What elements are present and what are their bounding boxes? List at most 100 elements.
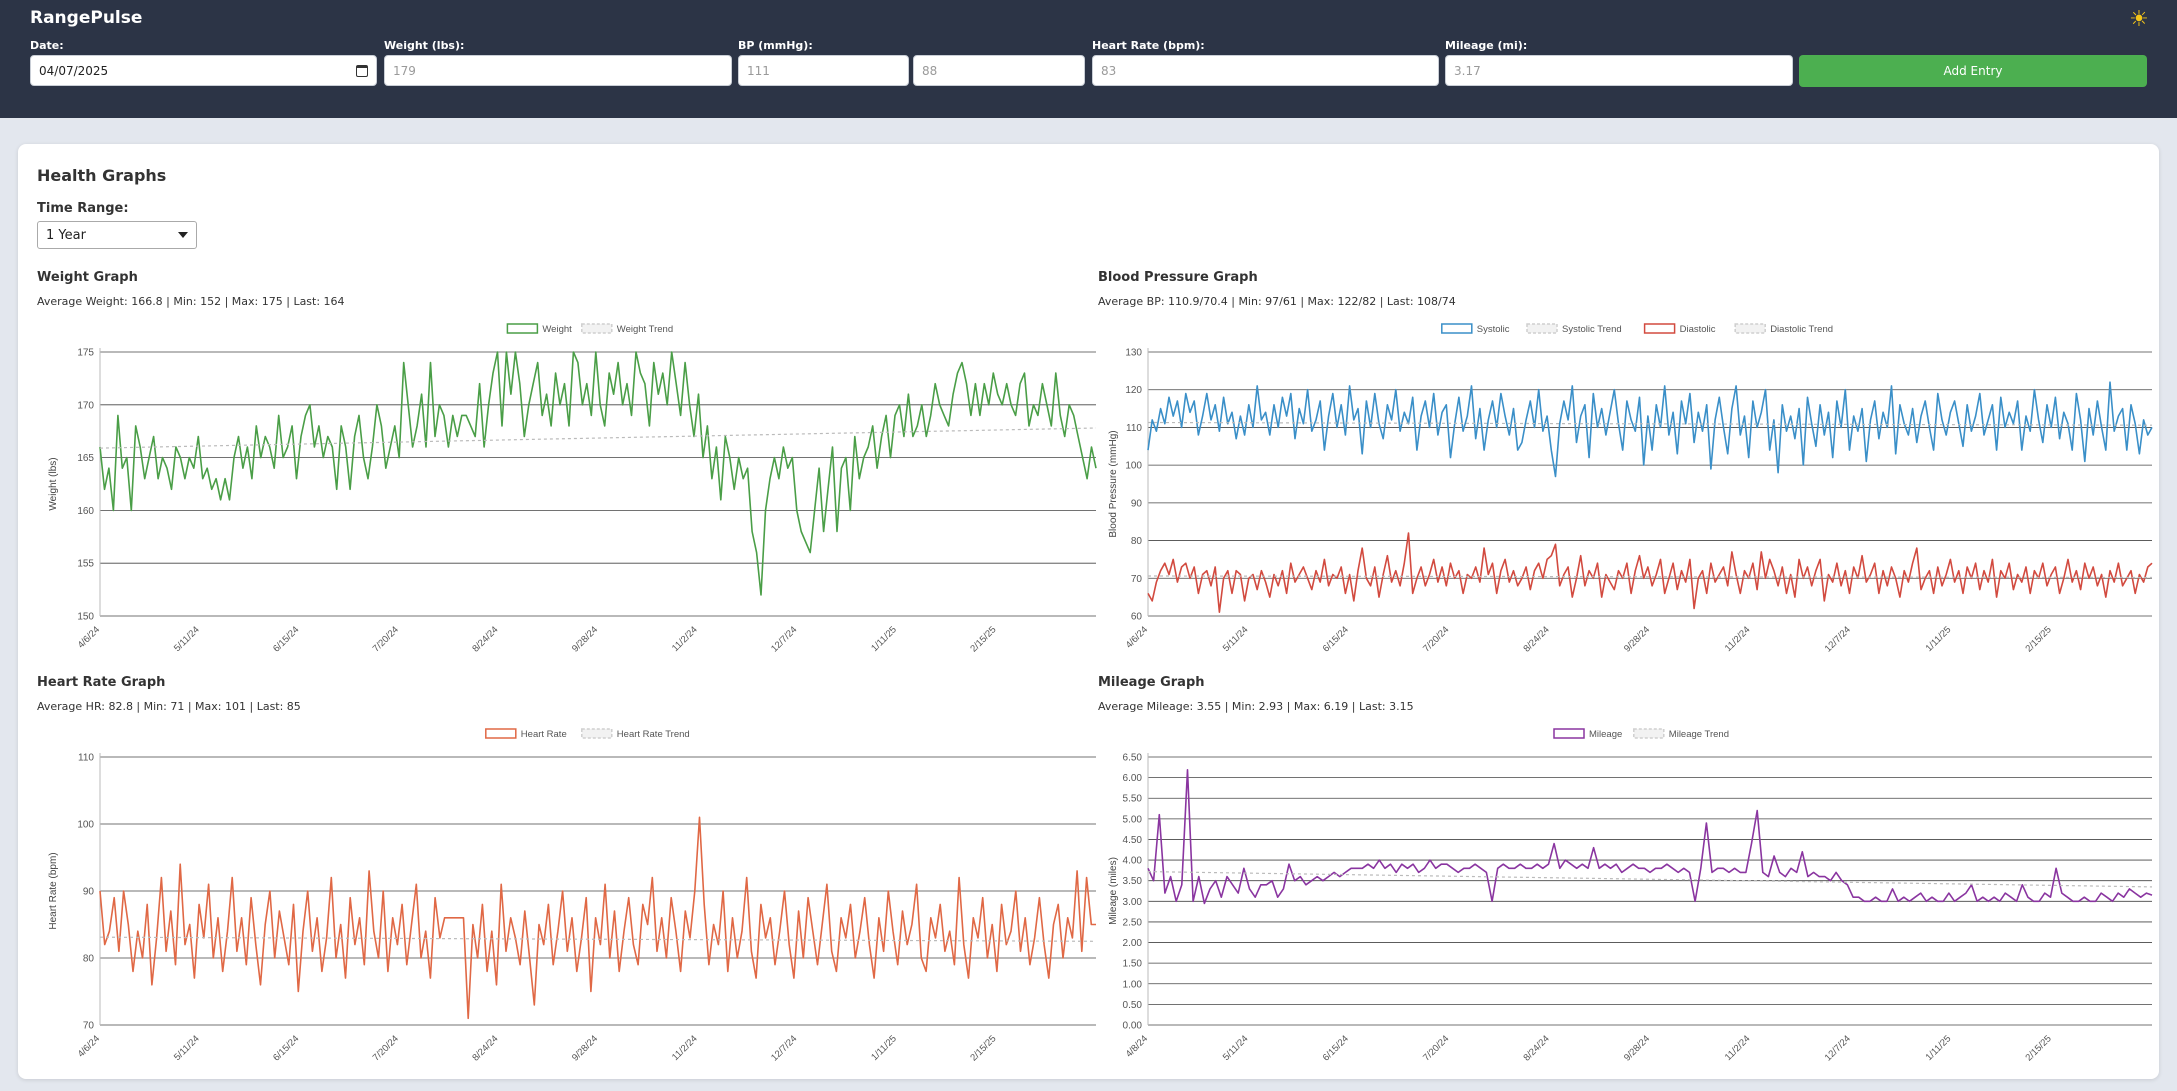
- mileage-chart: 0.00 0.50 1.00 1.50 2.00 2.50 3.00 3.50 4.00 4.50…: [1108, 728, 2153, 1073]
- weight-trend-line: [99, 427, 1097, 449]
- legend-label: Heart Rate: [521, 729, 567, 740]
- y-tick-label: 70: [1131, 574, 1143, 585]
- time-range-select[interactable]: 1 Year: [37, 221, 197, 249]
- y-tick-label: 6.50: [1123, 753, 1143, 764]
- y-tick-label: 150: [77, 612, 94, 623]
- y-tick-label: 80: [1131, 536, 1143, 547]
- y-tick-label: 100: [77, 820, 94, 831]
- y-tick-label: 5.00: [1123, 814, 1143, 825]
- x-tick-label: 12/7/24: [1823, 1033, 1853, 1063]
- x-tick-label: 4/6/24: [1124, 624, 1150, 650]
- heart-rate-trend-line: [99, 936, 1097, 942]
- y-tick-label: 110: [1126, 423, 1142, 434]
- x-tick-label: 1/11/25: [1924, 1033, 1954, 1063]
- x-tick-label: 6/15/24: [271, 1033, 301, 1063]
- y-axis-title: Heart Rate (bpm): [48, 852, 59, 929]
- x-tick-label: 11/2/24: [1723, 1033, 1753, 1063]
- x-tick-label: 2/15/25: [2024, 624, 2054, 654]
- x-axis-title: Date: [1639, 663, 1661, 664]
- legend-swatch: [1633, 728, 1665, 739]
- weight-chart: 150 155 160 165 170 175 4/6/24 5/11/24 6/15/24 7/…: [48, 323, 1097, 664]
- mileage-graph-stats: Average Mileage: 3.55 | Min: 2.93 | Max:…: [1098, 700, 1414, 713]
- top-bar: RangePulse ☀ Date: 04/07/2025 Weight (lb…: [0, 0, 2177, 118]
- x-tick-label: 8/24/24: [470, 624, 500, 654]
- bp-graph-stats: Average BP: 110.9/70.4 | Min: 97/61 | Ma…: [1098, 295, 1456, 308]
- x-tick-label: 9/28/24: [570, 1033, 600, 1063]
- x-tick-label: 7/20/24: [1421, 624, 1451, 654]
- legend-label: Weight Trend: [617, 324, 673, 335]
- x-axis-title: Date: [587, 663, 609, 664]
- weight-input[interactable]: [384, 55, 732, 86]
- x-tick-label: 7/20/24: [371, 624, 401, 654]
- health-graphs-panel: Health Graphs Time Range: 1 Year Weight …: [18, 144, 2159, 1079]
- y-tick-label: 3.00: [1123, 897, 1143, 908]
- y-axis-title: Weight (lbs): [48, 457, 59, 510]
- y-tick-label: 175: [77, 348, 94, 359]
- y-tick-label: 90: [1131, 498, 1143, 509]
- date-input[interactable]: 04/07/2025: [30, 55, 377, 86]
- x-tick-label: 7/20/24: [371, 1033, 401, 1063]
- legend-swatch: [1643, 323, 1676, 334]
- x-tick-label: 5/11/24: [172, 1033, 202, 1063]
- y-tick-label: 2.00: [1123, 938, 1143, 949]
- y-tick-label: 165: [77, 453, 94, 464]
- x-tick-label: 2/15/25: [968, 1033, 998, 1063]
- heart-rate-label: Heart Rate (bpm):: [1092, 39, 1205, 52]
- weight-graph-stats: Average Weight: 166.8 | Min: 152 | Max: …: [37, 295, 345, 308]
- x-tick-label: 8/24/24: [1522, 624, 1552, 654]
- y-tick-label: 5.50: [1123, 794, 1143, 805]
- sun-icon[interactable]: ☀: [2129, 7, 2149, 32]
- x-tick-label: 7/20/24: [1421, 1033, 1451, 1063]
- y-tick-label: 1.50: [1123, 959, 1143, 970]
- heart-rate-graph-stats: Average HR: 82.8 | Min: 71 | Max: 101 | …: [37, 700, 301, 713]
- systolic-trend-line: [1147, 421, 2153, 426]
- x-tick-label: 6/15/24: [1321, 1033, 1351, 1063]
- diastolic-trend-line: [1147, 575, 2153, 579]
- bp-graph-title: Blood Pressure Graph: [1098, 270, 1258, 285]
- y-tick-label: 0.50: [1123, 1000, 1143, 1011]
- y-tick-label: 130: [1125, 348, 1142, 359]
- legend-label: Diastolic: [1680, 324, 1716, 335]
- mileage-trend-line: [1147, 871, 2153, 888]
- time-range-value: 1 Year: [46, 227, 86, 243]
- legend-swatch: [581, 728, 613, 739]
- y-tick-label: 3.50: [1123, 876, 1143, 887]
- legend-swatch: [1734, 323, 1766, 334]
- y-tick-label: 60: [1131, 612, 1143, 623]
- panel-title: Health Graphs: [37, 166, 167, 185]
- x-tick-label: 11/2/24: [670, 624, 700, 654]
- mileage-input[interactable]: [1445, 55, 1793, 86]
- y-tick-label: 4.50: [1123, 835, 1143, 846]
- legend-label: Heart Rate Trend: [617, 729, 690, 740]
- calendar-icon[interactable]: [356, 64, 368, 77]
- legend-label: Systolic: [1477, 324, 1510, 335]
- x-tick-label: 4/8/24: [1124, 1033, 1150, 1059]
- weight-line: [99, 351, 1097, 596]
- legend-label: Mileage Trend: [1669, 729, 1729, 740]
- mileage-graph-title: Mileage Graph: [1098, 675, 1205, 690]
- weight-label: Weight (lbs):: [384, 39, 465, 52]
- legend-swatch: [1526, 323, 1558, 334]
- y-tick-label: 120: [1125, 385, 1142, 396]
- legend-swatch: [485, 728, 517, 739]
- x-tick-label: 9/28/24: [1622, 1033, 1652, 1063]
- y-tick-label: 80: [83, 954, 95, 965]
- x-tick-label: 12/7/24: [769, 624, 799, 654]
- bp-systolic-input[interactable]: [738, 55, 909, 86]
- mileage-label: Mileage (mi):: [1445, 39, 1528, 52]
- y-tick-label: 90: [83, 887, 95, 898]
- y-tick-label: 1.00: [1123, 979, 1143, 990]
- diastolic-line: [1147, 532, 2153, 614]
- heart-rate-input[interactable]: [1092, 55, 1439, 86]
- bp-diastolic-input[interactable]: [913, 55, 1085, 86]
- x-tick-label: 6/15/24: [1321, 624, 1351, 654]
- x-tick-label: 5/11/24: [1221, 624, 1251, 654]
- x-tick-label: 11/2/24: [1723, 624, 1753, 654]
- legend-swatch: [1441, 323, 1473, 334]
- x-tick-label: 4/6/24: [76, 624, 102, 650]
- add-entry-button[interactable]: Add Entry: [1799, 55, 2147, 87]
- legend-label: Weight: [542, 324, 572, 335]
- x-tick-label: 2/15/25: [968, 624, 998, 654]
- y-tick-label: 6.00: [1123, 773, 1143, 784]
- date-value: 04/07/2025: [39, 63, 109, 78]
